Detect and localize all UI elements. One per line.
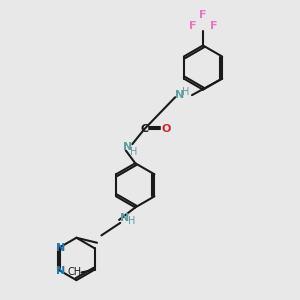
Text: H: H: [130, 147, 137, 158]
Text: C: C: [140, 124, 148, 134]
Text: N: N: [56, 266, 65, 276]
Text: H: H: [128, 216, 135, 226]
Text: CH₃: CH₃: [68, 268, 85, 278]
Text: N: N: [56, 243, 65, 253]
Text: F: F: [189, 21, 196, 31]
Text: F: F: [210, 21, 217, 31]
Text: N: N: [120, 214, 129, 224]
Text: N: N: [175, 90, 184, 100]
Text: H: H: [182, 87, 190, 97]
Text: F: F: [199, 10, 207, 20]
Text: N: N: [123, 142, 133, 152]
Text: O: O: [161, 124, 171, 134]
